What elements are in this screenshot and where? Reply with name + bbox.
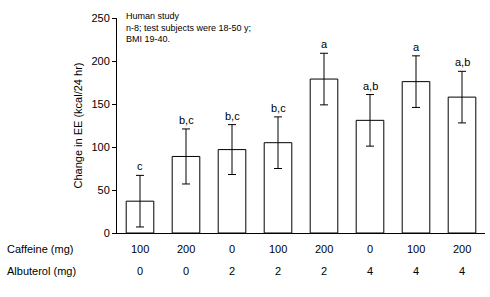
svg-text:100: 100 (131, 243, 149, 255)
svg-text:a,b: a,b (455, 56, 470, 68)
svg-text:b,c: b,c (225, 110, 240, 122)
svg-text:200: 200 (453, 243, 471, 255)
svg-text:200: 200 (177, 243, 195, 255)
svg-text:Albuterol (mg): Albuterol (mg) (7, 265, 76, 277)
svg-text:2: 2 (275, 265, 281, 277)
svg-text:2: 2 (229, 265, 235, 277)
svg-text:100: 100 (269, 243, 287, 255)
svg-text:150: 150 (91, 98, 109, 110)
svg-text:Change in EE (kcal/24 hr): Change in EE (kcal/24 hr) (72, 63, 84, 189)
svg-text:0: 0 (137, 265, 143, 277)
svg-text:200: 200 (91, 55, 109, 67)
svg-text:Human studyn-8; test subjects: Human studyn-8; test subjects were 18-50… (126, 11, 251, 44)
svg-text:0: 0 (183, 265, 189, 277)
svg-text:200: 200 (315, 243, 333, 255)
svg-text:c: c (137, 160, 143, 172)
svg-text:100: 100 (407, 243, 425, 255)
svg-text:Caffeine (mg): Caffeine (mg) (7, 243, 73, 255)
svg-text:4: 4 (367, 265, 373, 277)
svg-text:100: 100 (91, 141, 109, 153)
svg-text:0: 0 (229, 243, 235, 255)
svg-text:b,c: b,c (179, 114, 194, 126)
svg-text:4: 4 (459, 265, 465, 277)
svg-text:a,b: a,b (363, 80, 378, 92)
svg-text:2: 2 (321, 265, 327, 277)
svg-text:50: 50 (98, 184, 110, 196)
svg-text:a: a (321, 38, 328, 50)
svg-text:0: 0 (367, 243, 373, 255)
svg-text:250: 250 (91, 12, 109, 24)
svg-text:a: a (413, 41, 420, 53)
svg-text:b,c: b,c (271, 102, 286, 114)
svg-text:4: 4 (413, 265, 419, 277)
svg-text:0: 0 (104, 227, 110, 239)
